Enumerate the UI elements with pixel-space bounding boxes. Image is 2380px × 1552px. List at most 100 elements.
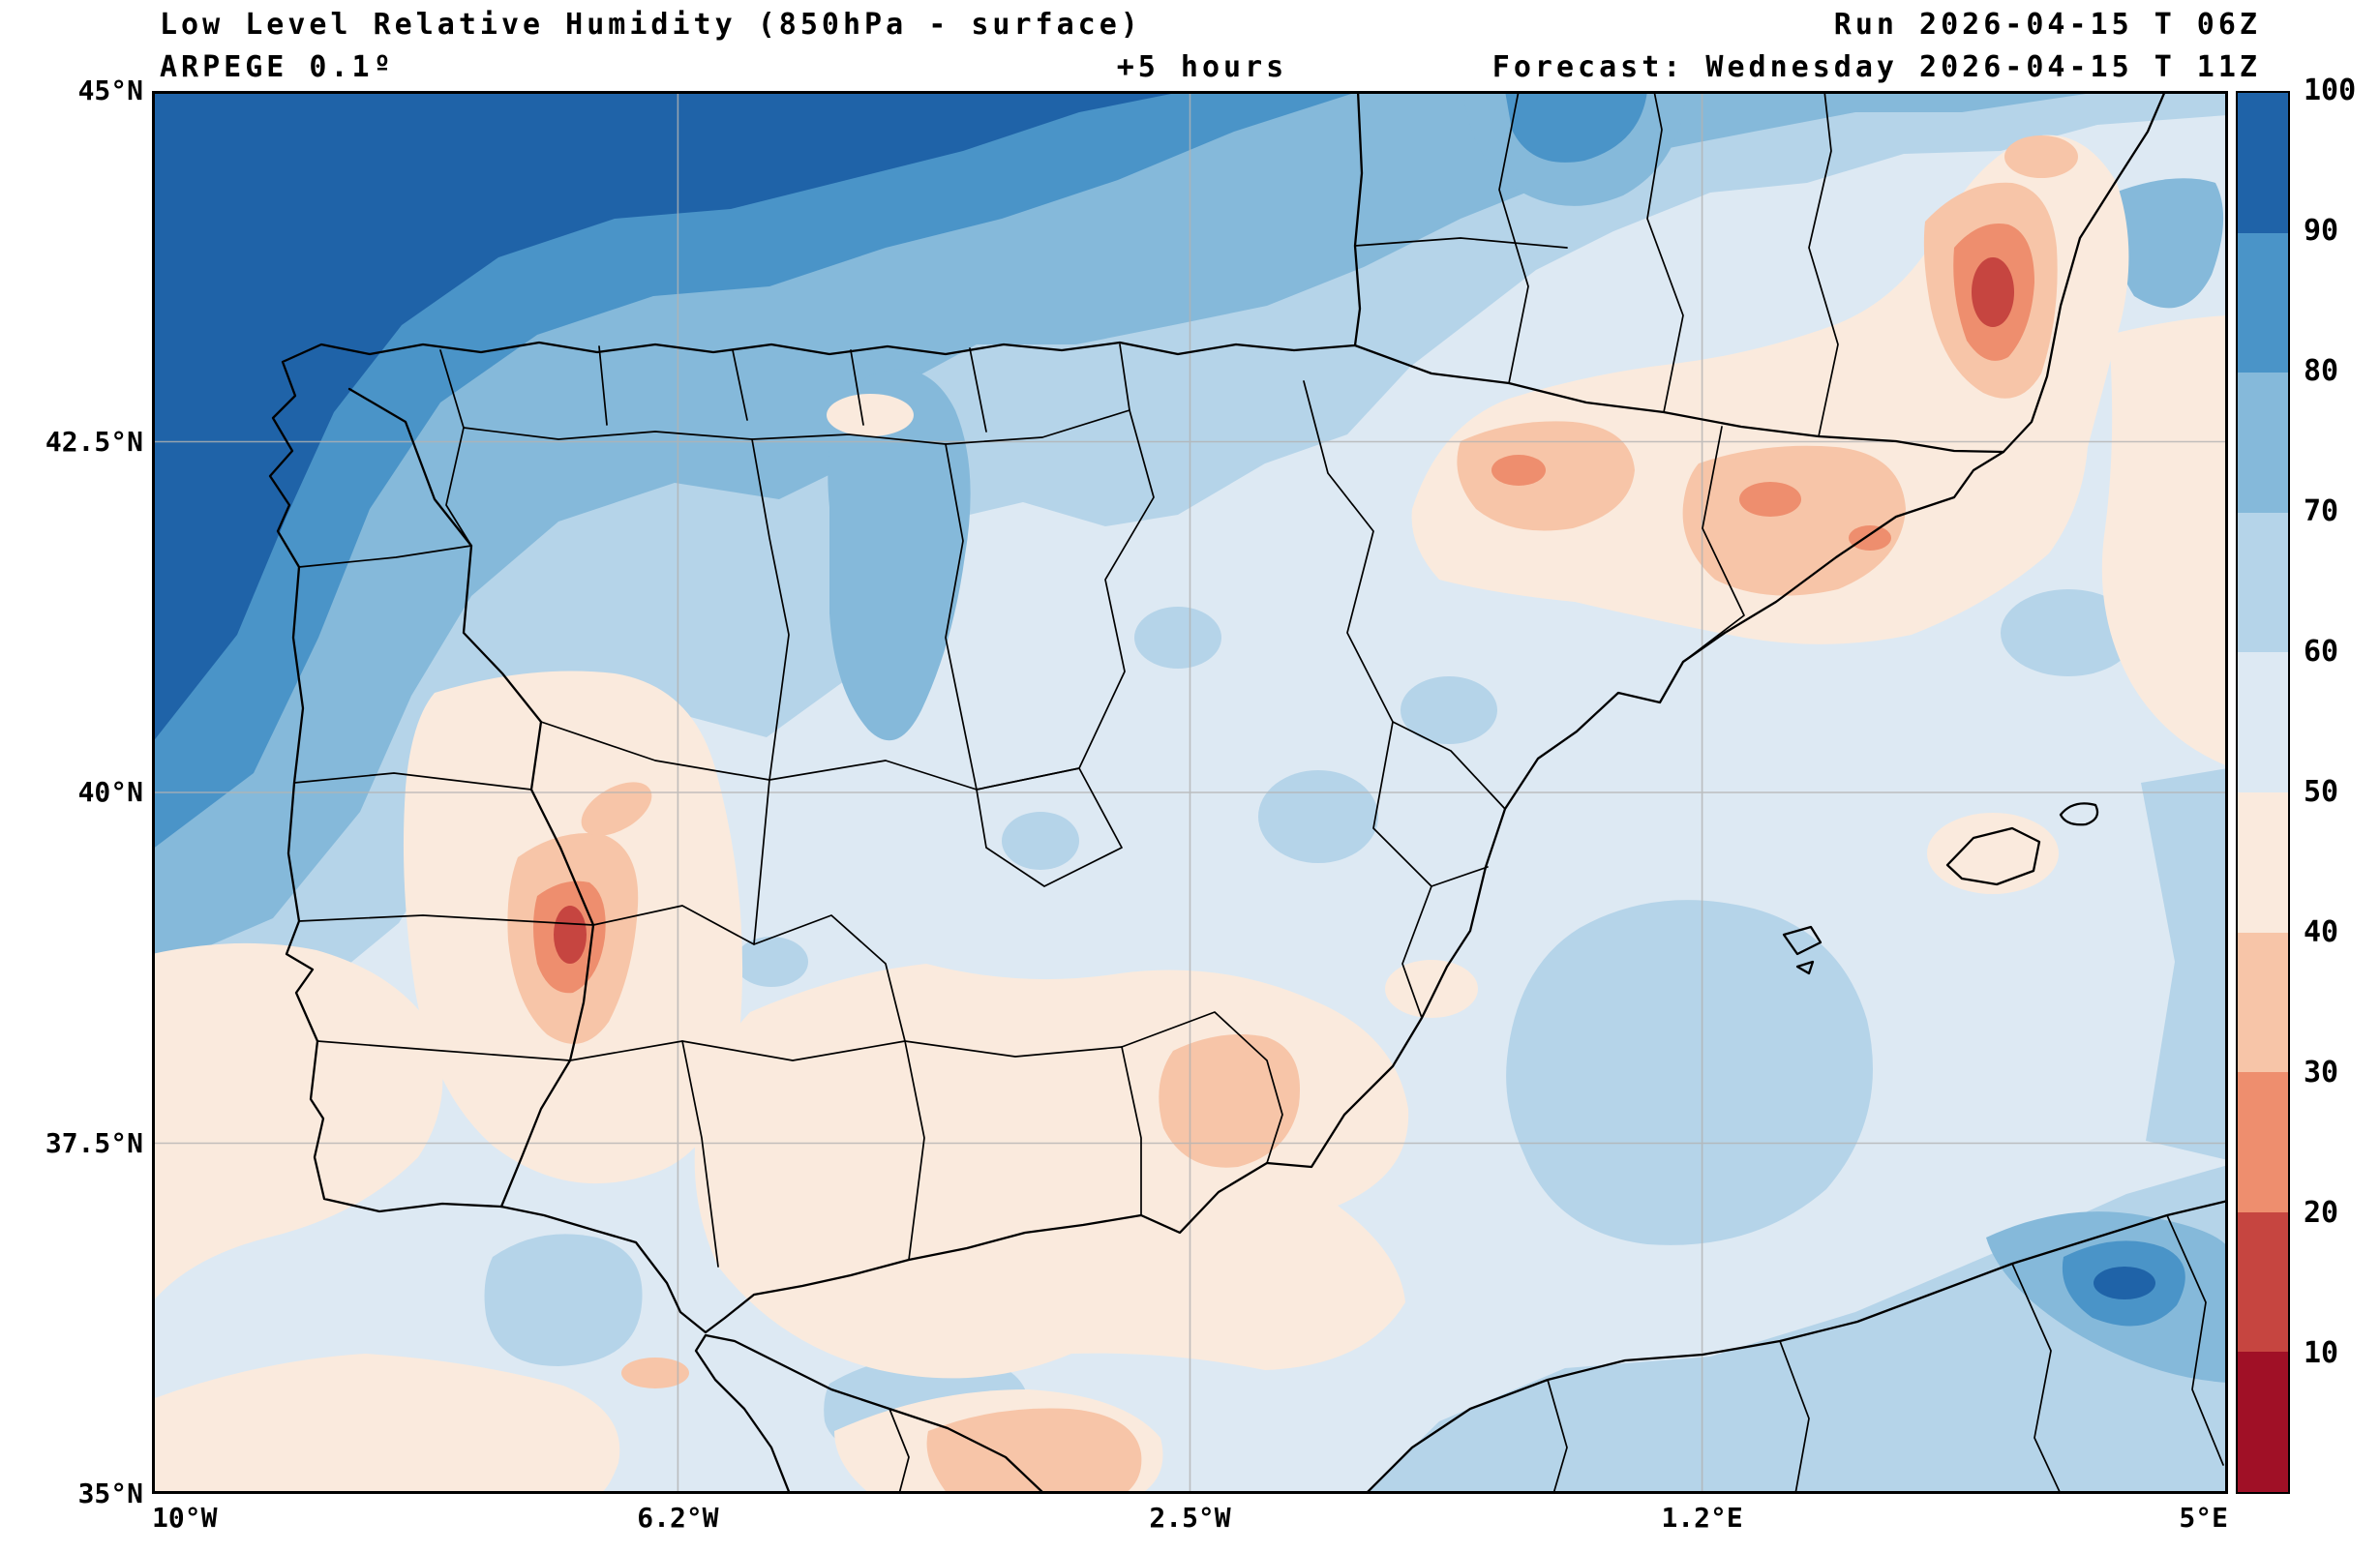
rh-region-30-40 <box>621 1358 689 1388</box>
rh-region-40-50 <box>827 394 914 436</box>
border-line <box>316 1040 571 1061</box>
border-line <box>1401 885 1432 1019</box>
border-line <box>889 1408 910 1494</box>
rh-region-40-50 <box>1385 960 1478 1018</box>
rh-region-30-40 <box>1457 421 1635 531</box>
lat-tick-label: 35°N <box>77 1477 143 1509</box>
border-line <box>298 914 594 926</box>
colorbar-segment <box>2238 791 2288 933</box>
colorbar-tick-label: 100 <box>2304 74 2357 107</box>
rh-region-10-20 <box>1972 257 2014 327</box>
border-line <box>569 1011 1283 1164</box>
border-line <box>904 1040 925 1261</box>
colorbar-ticks: 100 90 80 70 60 50 40 30 20 10 <box>2304 74 2377 1494</box>
border-line <box>463 409 1130 445</box>
rh-region-60-70 <box>1258 770 1378 863</box>
border-line <box>969 347 987 433</box>
border-line <box>1646 91 1684 413</box>
border-line <box>945 443 978 791</box>
rh-region-60-70 <box>1506 900 1874 1245</box>
lat-tick-label: 40°N <box>77 776 143 808</box>
border-line <box>1354 237 1568 249</box>
colorbar-segment <box>2238 652 2288 792</box>
rh-region-70-80 <box>828 369 971 741</box>
border-line <box>751 438 790 781</box>
rh-region-30-40 <box>2004 135 2078 178</box>
lat-tick-label: 45°N <box>77 75 143 106</box>
colorbar-tick-label: 80 <box>2304 354 2339 388</box>
colorbar-tick-label: 10 <box>2304 1336 2339 1370</box>
border-line <box>2166 1214 2224 1466</box>
rh-region-40-50 <box>152 1354 620 1494</box>
lon-tick-label: 2.5°W <box>1149 1502 1231 1534</box>
rh-region-10-20 <box>554 906 587 964</box>
colorbar-tick-label: 70 <box>2304 494 2339 528</box>
colorbar-tick-label: 90 <box>2304 214 2339 248</box>
map-frame <box>152 91 2228 1494</box>
border-line <box>2011 1263 2062 1494</box>
run-time-label: Run 2026-04-15 T 06Z <box>1833 8 2261 42</box>
border-line <box>1121 1046 1142 1216</box>
rh-region-70-80 <box>152 91 2093 970</box>
rh-region-20-30 <box>1739 482 1801 517</box>
rh-region-80-90 <box>1505 91 1647 163</box>
rh-region-30-40 <box>581 782 652 836</box>
lat-tick-label: 37.5°N <box>45 1126 143 1159</box>
colorbar-tick-label: 20 <box>2304 1196 2339 1230</box>
colorbar-segment <box>2238 1072 2288 1212</box>
rh-region-70-80 <box>2111 178 2224 309</box>
rh-region-60-70 <box>1134 607 1221 669</box>
graticule-gridlines <box>152 91 2228 1494</box>
border-line <box>1119 343 1130 411</box>
border-line <box>1682 426 1745 663</box>
rh-region-60-70 <box>2001 589 2136 676</box>
colorbar-segments <box>2238 93 2288 1492</box>
border-line <box>976 767 1123 887</box>
lon-tick-label: 6.2°W <box>637 1502 719 1534</box>
rh-region-20-30 <box>1849 525 1891 551</box>
border-line <box>850 349 864 426</box>
rh-region-40-50 <box>152 942 443 1302</box>
border-line <box>439 349 472 547</box>
border-line <box>1808 91 1839 437</box>
rh-region-30-40 <box>1159 1034 1301 1168</box>
lon-tick-label: 1.2°E <box>1661 1502 1743 1534</box>
coastline-morocco-strait <box>694 1333 1046 1494</box>
border-line <box>293 772 532 791</box>
colorbar-tick-label: 40 <box>2304 915 2339 949</box>
border-line <box>1303 380 1489 887</box>
colorbar-segment <box>2238 373 2288 513</box>
rh-region-60-70 <box>484 1234 643 1366</box>
border-pyrenees <box>1353 343 2005 454</box>
border-line <box>753 779 770 945</box>
humidity-map <box>152 91 2228 1494</box>
rh-region-60-70 <box>1401 676 1497 744</box>
model-label: ARPEGE 0.1º <box>160 50 395 84</box>
lon-tick-label: 10°W <box>152 1502 218 1534</box>
colorbar-segment <box>2238 93 2288 233</box>
colorbar-tick-label: 30 <box>2304 1056 2339 1089</box>
lead-time-label: +5 hours <box>1116 50 1288 84</box>
rh-region-60-70 <box>1002 812 1079 870</box>
colorbar-segment <box>2238 1352 2288 1492</box>
rh-region-30-40 <box>926 1408 1142 1494</box>
colorbar-segment <box>2238 512 2288 653</box>
coastline-menorca <box>2059 802 2099 826</box>
rh-region-60-70 <box>2141 768 2228 1160</box>
border-line <box>1498 91 1529 384</box>
rh-region-40-50 <box>1927 813 2059 894</box>
border-line <box>298 545 472 568</box>
border-line <box>681 1040 719 1268</box>
border-line <box>592 905 906 1042</box>
rh-region-40-50 <box>694 964 1409 1379</box>
admin-borders <box>293 91 2224 1494</box>
coastline-mallorca <box>1945 826 2041 886</box>
border-line <box>1779 1340 1810 1494</box>
forecast-time-label: Forecast: Wednesday 2026-04-15 T 11Z <box>1491 50 2261 84</box>
lon-tick-label: 5°E <box>2179 1502 2228 1534</box>
colorbar <box>2236 91 2290 1494</box>
rh-region-40-50 <box>2101 315 2228 766</box>
border-line <box>732 349 748 421</box>
border-line <box>598 345 608 426</box>
colorbar-tick-label: 60 <box>2304 635 2339 669</box>
